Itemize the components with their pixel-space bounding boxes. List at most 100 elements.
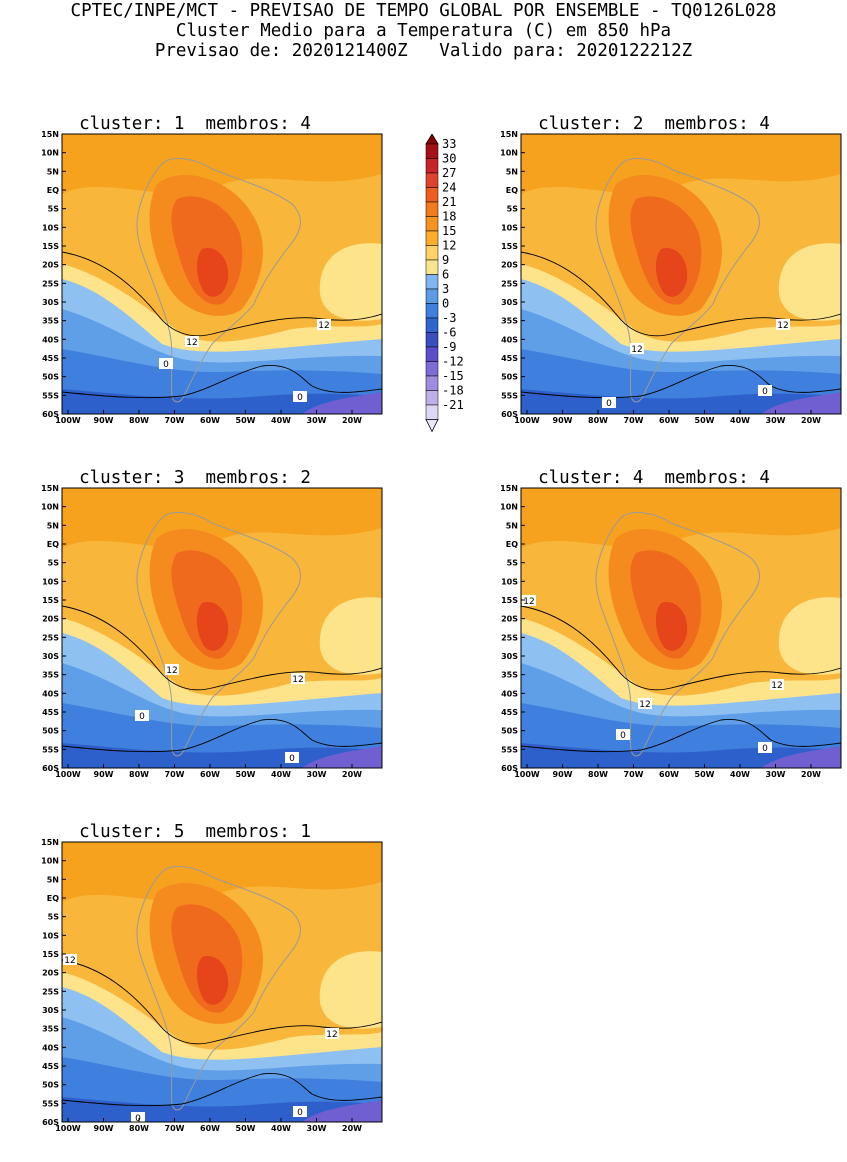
svg-text:0: 0 (297, 393, 303, 403)
svg-text:0: 0 (762, 744, 768, 754)
latitude-label: 10N (500, 503, 518, 512)
map-panel-cluster-5: cluster: 5 membros: 1 12 12 0 0 15N 10N 5N EQ 5S… (20, 822, 383, 1162)
panel-title: cluster: 3 membros: 2 (79, 468, 311, 488)
field-band-9-12 (778, 597, 841, 675)
contour-label: 12 (185, 336, 199, 348)
colorbar-label: 3 (442, 282, 449, 296)
map-frame (61, 487, 383, 769)
longitude-label: 30W (766, 770, 786, 779)
colorbar-swatch (425, 303, 439, 319)
colorbar-swatch (425, 332, 439, 348)
latitude-label: EQ (47, 894, 59, 903)
colorbar-swatch (425, 172, 439, 188)
latitude-label: 40S (42, 689, 59, 698)
longitude-label: 50W (695, 770, 715, 779)
latitude-label: 25S (42, 987, 59, 996)
svg-text:12: 12 (777, 321, 788, 331)
svg-text:12: 12 (523, 597, 534, 607)
latitude-label: 15S (42, 950, 59, 959)
latitude-label: 60S (501, 410, 518, 419)
temperature-map: 12 12 0 0 15N 10N 5N EQ 5S 10S 15S 20S 25S 30S 35S 40S 4… (41, 838, 383, 1133)
latitude-label: 5N (506, 167, 518, 176)
field-band-24-27 (196, 248, 229, 297)
colorbar-label: -3 (442, 311, 456, 325)
latitude-label: 10N (41, 149, 59, 158)
contour-0 (520, 364, 842, 399)
latitude-label: 15N (41, 838, 59, 847)
latitude-label: 5N (47, 167, 59, 176)
latitude-label: 25S (501, 279, 518, 288)
latitude-label: 15N (500, 484, 518, 493)
colorbar-swatch (425, 346, 439, 362)
latitude-label: 35S (42, 1025, 59, 1034)
field-band-9-12 (778, 243, 841, 321)
latitude-label: 5N (506, 521, 518, 530)
svg-text:0: 0 (139, 712, 145, 722)
contour-label: 0 (758, 385, 772, 397)
longitude-label: 20W (342, 1124, 362, 1133)
colorbar-swatch (425, 274, 439, 290)
contour-label: 12 (522, 595, 536, 607)
latitude-label: 10N (41, 503, 59, 512)
svg-text:0: 0 (163, 360, 169, 370)
svg-text:12: 12 (318, 321, 329, 331)
longitude-label: 70W (165, 1124, 185, 1133)
contour-12 (520, 605, 842, 691)
field-band-15-18 (521, 134, 841, 194)
field-band-15-18 (521, 488, 841, 548)
longitude-label: 60W (200, 1124, 220, 1133)
latitude-label: 15S (42, 596, 59, 605)
longitude-label: 60W (200, 770, 220, 779)
latitude-label: 15N (41, 484, 59, 493)
colorbar-bottom-arrow (425, 419, 439, 433)
field-band-9-12 (319, 597, 382, 675)
latitude-label: 35S (42, 671, 59, 680)
contour-label: 0 (159, 358, 173, 370)
svg-text:12: 12 (639, 700, 650, 710)
colorbar-swatch (425, 158, 439, 174)
latitude-label: 20S (501, 261, 518, 270)
svg-text:0: 0 (620, 731, 626, 741)
continent-outline (595, 512, 760, 757)
contour-label: 0 (616, 729, 630, 741)
latitude-label: 45S (42, 354, 59, 363)
map-frame (520, 487, 842, 769)
svg-text:12: 12 (166, 666, 177, 676)
latitude-label: 60S (42, 1118, 59, 1127)
latitude-label: 30S (501, 298, 518, 307)
field-band-9-12 (319, 243, 382, 321)
latitude-label: 10N (500, 149, 518, 158)
colorbar-swatch (425, 361, 439, 377)
longitude-label: 100W (55, 1124, 81, 1133)
contour-label: 0 (602, 397, 616, 409)
contour-label: 0 (293, 391, 307, 403)
latitude-label: 20S (42, 969, 59, 978)
longitude-label: 90W (94, 770, 114, 779)
colorbar-label: -6 (442, 326, 456, 340)
map-panel-cluster-3: cluster: 3 membros: 2 12 12 0 0 15N 10N 5N EQ 5S… (20, 468, 383, 808)
latitude-label: 40S (501, 335, 518, 344)
colorbar-label: 6 (442, 268, 449, 282)
colorbar-label: 33 (442, 137, 456, 151)
contour-label: 12 (770, 679, 784, 691)
contour-label: 0 (758, 742, 772, 754)
colorbar-swatch (425, 317, 439, 333)
latitude-label: 35S (42, 317, 59, 326)
panel-title: cluster: 2 membros: 4 (538, 114, 770, 134)
latitude-label: 45S (501, 354, 518, 363)
contour-0 (61, 364, 383, 399)
field-band-24-27 (655, 602, 688, 651)
longitude-label: 100W (514, 770, 540, 779)
latitude-label: 25S (501, 633, 518, 642)
temperature-map: 12 12 0 0 15N 10N 5N EQ 5S 10S 15S 20S 25S 30S 35S 40S 4… (41, 130, 383, 425)
svg-text:12: 12 (186, 338, 197, 348)
latitude-label: 5S (48, 559, 60, 568)
header-title-1: CPTEC/INPE/MCT - PREVISAO DE TEMPO GLOBA… (70, 1, 777, 21)
colorbar-label: -21 (442, 398, 464, 412)
longitude-label: 90W (94, 416, 114, 425)
latitude-label: 45S (501, 708, 518, 717)
longitude-label: 50W (236, 416, 256, 425)
map-panel-cluster-4: cluster: 4 membros: 4 12 12 12 0 0 15N 10N 5N EQ… (479, 468, 842, 808)
longitude-label: 30W (307, 1124, 327, 1133)
